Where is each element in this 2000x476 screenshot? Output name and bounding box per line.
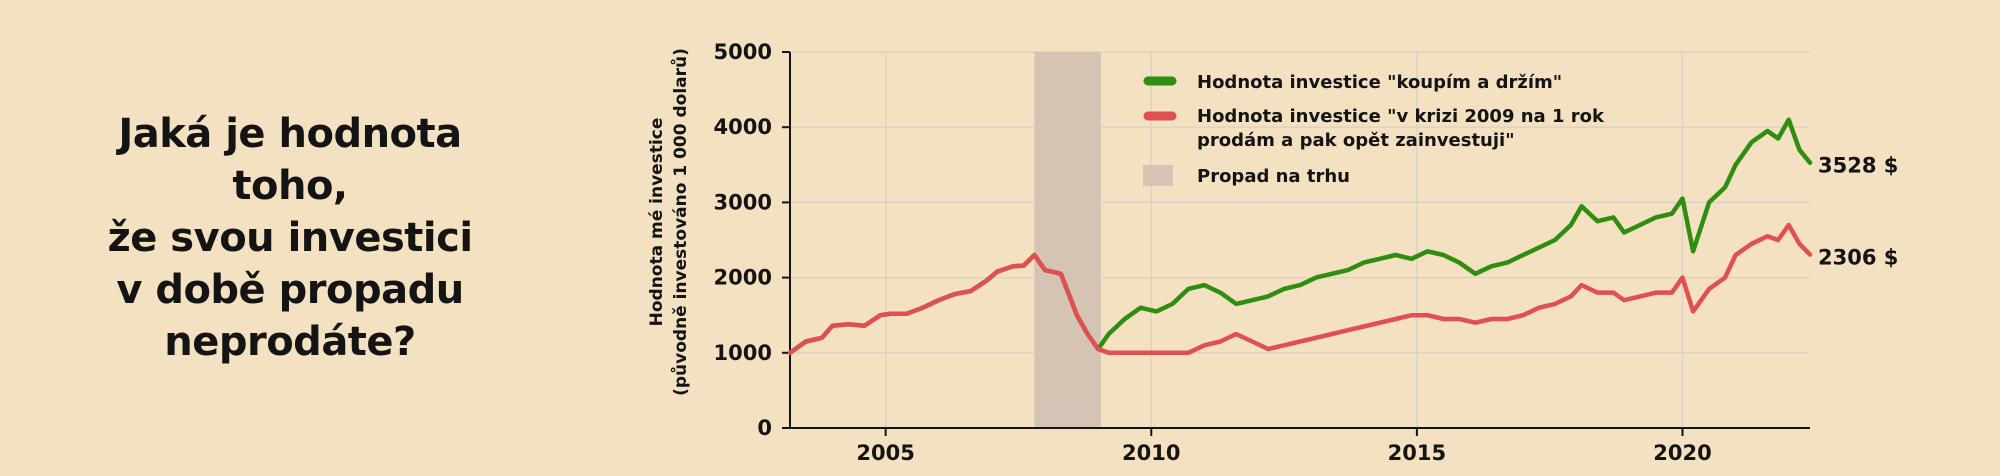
y-tick-label: 0 [757,416,772,440]
legend-label-sell-rebuy: Hodnota investice "v krizi 2009 na 1 rok… [1197,106,1610,151]
y-axis-label-line-2: (původně investováno 1 000 dolarů) [669,48,691,396]
y-axis-label-line-1: Hodnota mé investice [647,118,667,327]
y-tick-label: 3000 [714,190,772,214]
series-line-buy-hold [787,117,1813,356]
headline-line-3: v době propadu [116,267,464,313]
legend: Hodnota investice "koupím a držím" Hodno… [1143,72,1610,187]
legend-label-buy-hold: Hodnota investice "koupím a držím" [1197,72,1562,93]
end-value-label-sell-rebuy: 2306 $ [1818,246,1898,270]
headline: Jaká je hodnota toho, že svou investici … [70,108,510,368]
end-value-label-buy-hold: 3528 $ [1818,154,1898,178]
headline-line-4: neprodáte? [164,319,416,365]
chart-labels: Hodnota mé investice (původně investován… [647,48,1898,396]
series-line-sell-rebuy [787,222,1813,356]
headline-line-1: Jaká je hodnota toho, [118,111,462,209]
x-tick-label: 2020 [1653,441,1711,465]
axes: 0 1000 2000 3000 4000 5000 2005 2010 2015 2020 [714,40,1810,465]
market-drop-shading [1034,52,1101,428]
x-tick-label: 2015 [1388,441,1446,465]
x-tick-label: 2005 [856,441,914,465]
series-lines [787,117,1813,356]
y-tick-label: 4000 [714,115,772,139]
grid [790,51,1810,428]
y-tick-label: 5000 [714,40,772,64]
market-drop-band [1034,52,1101,428]
x-tick-label: 2010 [1122,441,1180,465]
legend-label-market-drop: Propad na trhu [1197,166,1350,187]
legend-swatch-market-drop [1143,165,1173,186]
headline-line-2: že svou investici [107,215,473,261]
y-tick-label: 2000 [714,266,772,290]
y-tick-label: 1000 [714,341,772,365]
